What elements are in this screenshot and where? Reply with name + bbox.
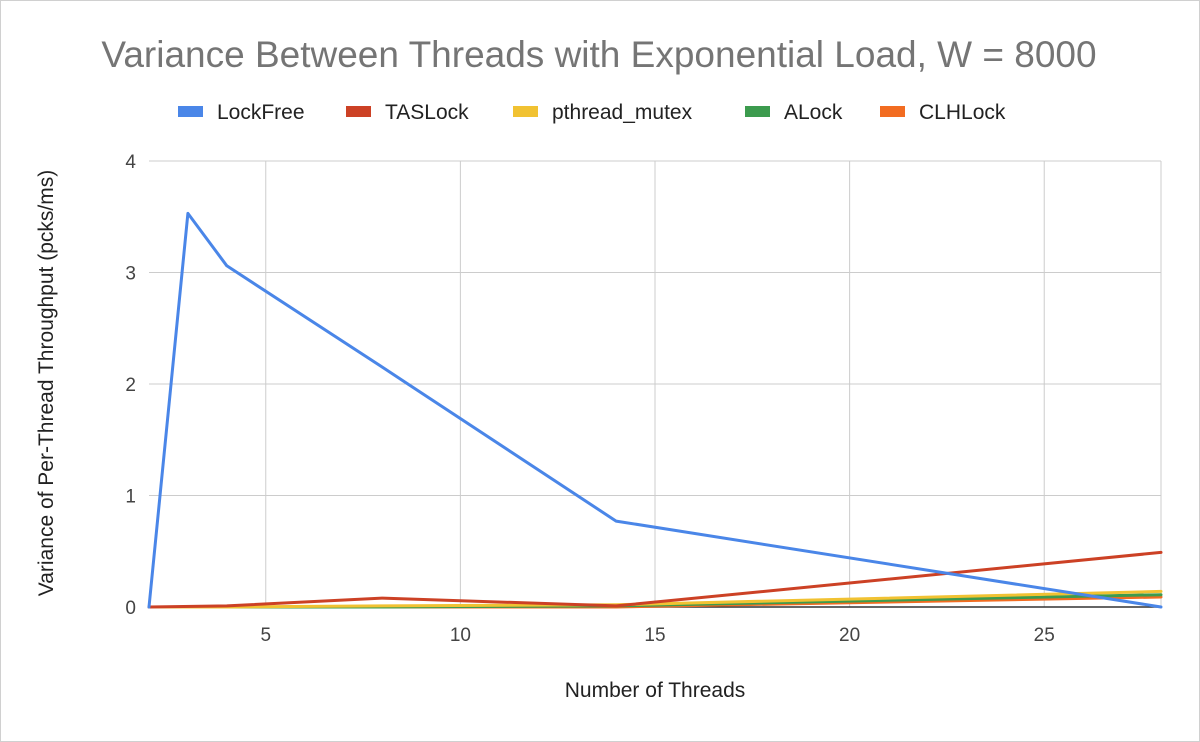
x-tick-label: 10 (450, 625, 471, 646)
y-tick-label: 0 (125, 598, 136, 619)
y-tick-label: 3 (125, 264, 136, 285)
legend-label-alock: ALock (784, 101, 843, 124)
x-tick-label: 15 (644, 625, 665, 646)
legend-swatch-clhlock (880, 106, 905, 117)
y-axis-title: Variance of Per-Thread Throughput (pcks/… (35, 170, 58, 596)
gridlines (149, 160, 1162, 607)
legend-label-clhlock: CLHLock (919, 101, 1006, 124)
y-tick-label: 1 (125, 487, 136, 508)
x-axis-tick-labels: 5 10 15 20 25 (260, 625, 1054, 646)
y-tick-label: 4 (125, 152, 136, 173)
legend-swatch-taslock (346, 106, 371, 117)
legend-swatch-pthread-mutex (513, 106, 538, 117)
series-line-lockfree (147, 211, 1163, 609)
legend-label-taslock: TASLock (385, 101, 469, 124)
legend: LockFree TASLock pthread_mutex ALock CLHLock (178, 101, 1006, 124)
x-tick-label: 20 (839, 625, 860, 646)
chart-title: Variance Between Threads with Exponentia… (101, 34, 1096, 75)
x-axis-title: Number of Threads (565, 679, 746, 702)
legend-label-lockfree: LockFree (217, 101, 305, 124)
x-tick-label: 25 (1034, 625, 1055, 646)
y-tick-label: 2 (125, 375, 136, 396)
series-lines (147, 211, 1163, 609)
y-axis-tick-labels: 0 1 2 3 4 (125, 152, 136, 619)
legend-swatch-alock (745, 106, 770, 117)
x-tick-label: 5 (260, 625, 271, 646)
legend-label-pthread-mutex: pthread_mutex (552, 101, 693, 124)
legend-swatch-lockfree (178, 106, 203, 117)
series-line-taslock (147, 550, 1163, 609)
